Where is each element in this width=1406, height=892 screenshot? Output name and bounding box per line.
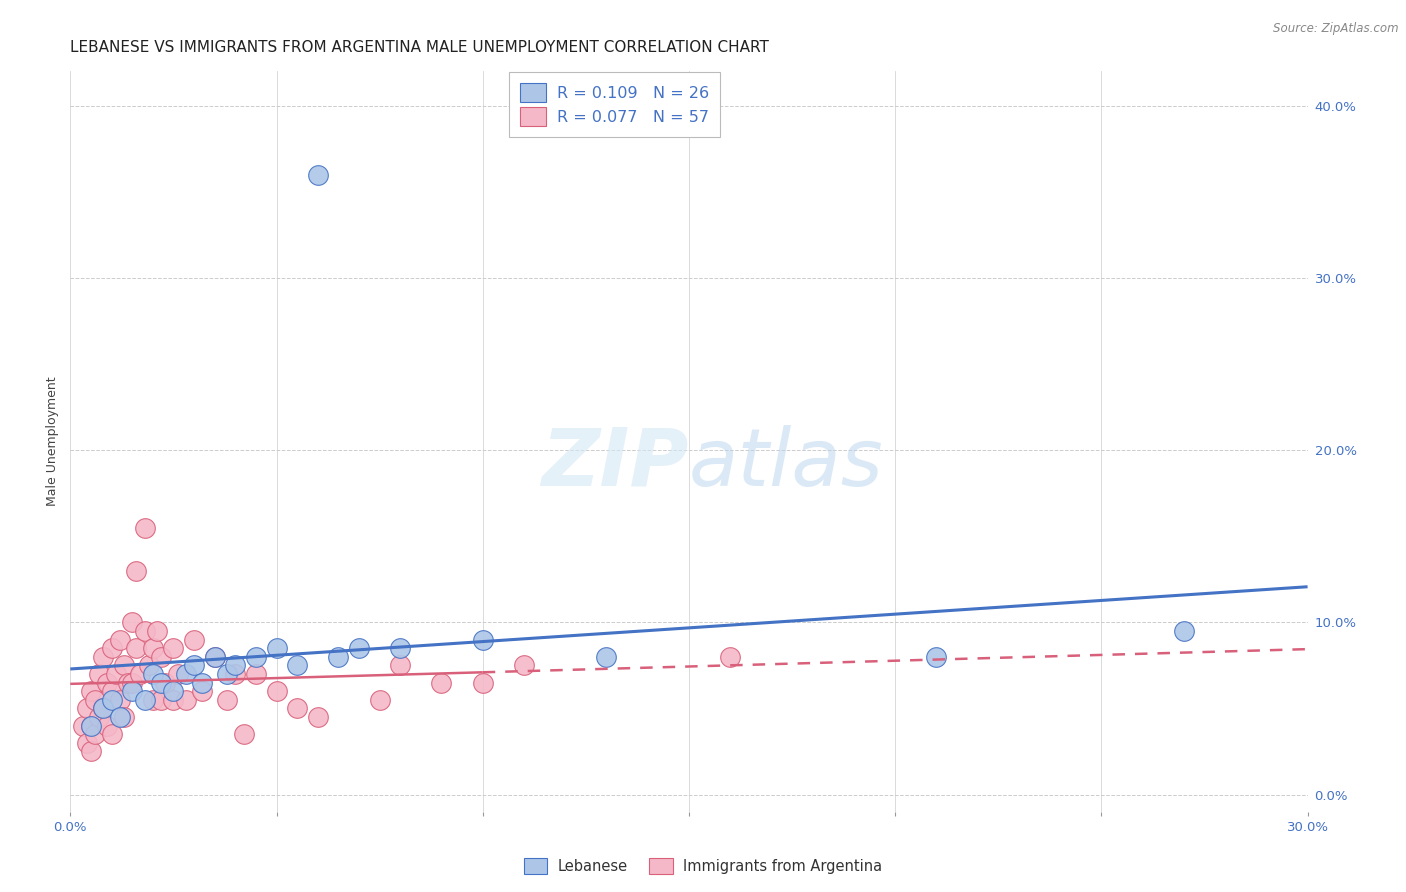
Point xyxy=(389,641,412,656)
Point xyxy=(204,649,226,664)
Point xyxy=(96,675,118,690)
Point xyxy=(245,649,267,664)
Y-axis label: Male Unemployment: Male Unemployment xyxy=(46,376,59,507)
Point xyxy=(76,736,98,750)
Point xyxy=(96,718,118,732)
Point xyxy=(121,675,143,690)
Point xyxy=(162,693,184,707)
Point xyxy=(89,710,111,724)
Legend: R = 0.109   N = 26, R = 0.077   N = 57: R = 0.109 N = 26, R = 0.077 N = 57 xyxy=(509,72,720,136)
Point xyxy=(471,632,494,647)
Point xyxy=(125,641,148,656)
Point xyxy=(285,658,308,673)
Point xyxy=(134,693,156,707)
Point xyxy=(134,521,156,535)
Point xyxy=(150,675,173,690)
Point xyxy=(430,675,453,690)
Point xyxy=(513,658,536,673)
Point xyxy=(100,727,122,741)
Text: ZIP: ZIP xyxy=(541,425,689,503)
Point xyxy=(166,667,188,681)
Point xyxy=(84,727,107,741)
Point xyxy=(91,701,114,715)
Point xyxy=(142,667,165,681)
Point xyxy=(183,632,205,647)
Point xyxy=(125,564,148,578)
Point xyxy=(162,641,184,656)
Point xyxy=(72,718,94,732)
Point xyxy=(112,658,135,673)
Point xyxy=(129,667,152,681)
Point xyxy=(162,684,184,698)
Point xyxy=(138,658,160,673)
Point xyxy=(191,675,214,690)
Point xyxy=(224,667,246,681)
Point xyxy=(328,649,350,664)
Point xyxy=(150,649,173,664)
Point xyxy=(153,675,176,690)
Point xyxy=(471,675,494,690)
Point xyxy=(232,727,254,741)
Point xyxy=(347,641,370,656)
Point xyxy=(108,710,131,724)
Point xyxy=(925,649,948,664)
Point xyxy=(89,667,111,681)
Point xyxy=(718,649,741,664)
Point xyxy=(307,168,329,182)
Point xyxy=(112,710,135,724)
Point xyxy=(266,684,288,698)
Point xyxy=(174,667,197,681)
Point xyxy=(285,701,308,715)
Point xyxy=(80,744,103,758)
Point xyxy=(1173,624,1195,638)
Point xyxy=(146,624,169,638)
Text: Source: ZipAtlas.com: Source: ZipAtlas.com xyxy=(1274,22,1399,36)
Point xyxy=(215,693,238,707)
Point xyxy=(150,693,173,707)
Point xyxy=(595,649,617,664)
Point xyxy=(100,641,122,656)
Point xyxy=(80,718,103,732)
Point xyxy=(245,667,267,681)
Point xyxy=(204,649,226,664)
Point xyxy=(134,624,156,638)
Point xyxy=(80,684,103,698)
Point xyxy=(121,684,143,698)
Point xyxy=(117,675,139,690)
Point xyxy=(121,615,143,630)
Point xyxy=(108,632,131,647)
Point xyxy=(80,718,103,732)
Point xyxy=(76,701,98,715)
Point xyxy=(142,641,165,656)
Point xyxy=(389,658,412,673)
Point xyxy=(100,693,122,707)
Text: LEBANESE VS IMMIGRANTS FROM ARGENTINA MALE UNEMPLOYMENT CORRELATION CHART: LEBANESE VS IMMIGRANTS FROM ARGENTINA MA… xyxy=(70,40,769,55)
Point xyxy=(104,667,127,681)
Point xyxy=(174,693,197,707)
Point xyxy=(183,658,205,673)
Point xyxy=(100,684,122,698)
Text: atlas: atlas xyxy=(689,425,884,503)
Point xyxy=(91,649,114,664)
Point xyxy=(307,710,329,724)
Point xyxy=(108,693,131,707)
Point xyxy=(91,701,114,715)
Point xyxy=(368,693,391,707)
Point xyxy=(224,658,246,673)
Point xyxy=(142,693,165,707)
Point xyxy=(84,693,107,707)
Point xyxy=(266,641,288,656)
Point xyxy=(215,667,238,681)
Legend: Lebanese, Immigrants from Argentina: Lebanese, Immigrants from Argentina xyxy=(517,852,889,880)
Point xyxy=(191,684,214,698)
